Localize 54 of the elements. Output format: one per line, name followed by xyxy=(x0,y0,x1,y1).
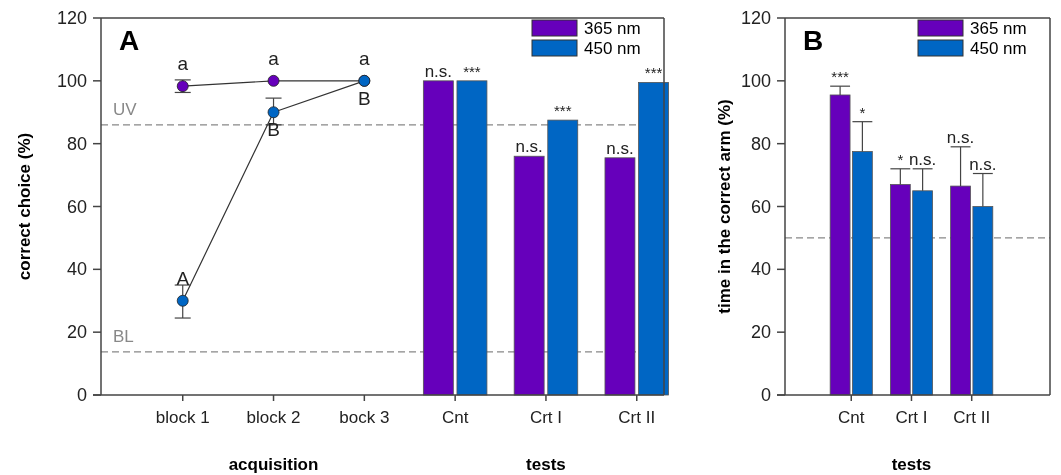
chart-title: A xyxy=(119,25,140,56)
data-label: *** xyxy=(644,64,663,82)
data-label: A xyxy=(176,267,190,289)
data-label: *** xyxy=(831,68,850,86)
legend-label: 450 nm xyxy=(970,39,1027,58)
data-label: n.s. xyxy=(969,154,997,174)
text: tests xyxy=(526,455,566,474)
data-label: n.s. xyxy=(606,138,634,158)
y-tick-label: 0 xyxy=(760,385,771,405)
chart-title: B xyxy=(803,25,824,56)
legend-label: 365 nm xyxy=(970,19,1027,38)
x-axis-title: acquisition xyxy=(228,455,319,474)
y-tick-label: 40 xyxy=(750,259,771,280)
y-axis-title: correct choice (%) xyxy=(15,132,34,281)
y-tick-label: 20 xyxy=(750,322,771,343)
y-tick-label: 60 xyxy=(66,196,87,217)
x-tick-label: Crt I xyxy=(529,408,563,427)
y-tick-label: 20 xyxy=(66,322,87,343)
x-tick-label: Cnt xyxy=(838,408,865,427)
y-tick-label: 100 xyxy=(740,70,771,91)
x-tick-label: bock 3 xyxy=(339,408,390,427)
data-label: a xyxy=(177,53,189,75)
legend-label: 365 nm xyxy=(584,19,641,38)
x-tick-label: Crt I xyxy=(895,408,928,427)
y-tick-label: 80 xyxy=(66,133,87,154)
data-label: a xyxy=(359,47,371,69)
data-label: n.s. xyxy=(946,127,975,147)
x-tick-label: Cnt xyxy=(441,408,469,427)
data-label: B xyxy=(267,119,280,141)
x-tick-label: Crt II xyxy=(618,408,656,427)
x-tick-label: Crt II xyxy=(953,408,991,427)
ref-line-label: UV xyxy=(113,99,138,119)
y-axis-title: time in the correct arm (%) xyxy=(715,99,734,314)
y-tick-label: 80 xyxy=(750,133,771,154)
data-label: n.s. xyxy=(424,61,453,81)
y-tick-label: 60 xyxy=(750,196,771,217)
data-label: *** xyxy=(553,102,572,120)
data-label: *** xyxy=(463,62,481,80)
y-tick-label: 0 xyxy=(76,385,87,405)
ref-line-label: BL xyxy=(113,326,134,346)
y-tick-label: 120 xyxy=(56,8,87,28)
data-label: a xyxy=(268,47,280,69)
y-tick-label: 100 xyxy=(56,70,87,91)
x-tick-label: block 1 xyxy=(155,408,210,427)
data-label: n.s. xyxy=(908,149,937,169)
y-tick-label: 120 xyxy=(740,8,771,28)
data-label: B xyxy=(357,87,371,109)
y-tick-label: 40 xyxy=(66,259,87,280)
data-label: * xyxy=(897,150,904,168)
x-tick-label: block 2 xyxy=(246,408,301,427)
legend-label: 450 nm xyxy=(584,39,641,58)
data-label: * xyxy=(859,103,866,121)
x-axis-title: tests xyxy=(891,455,932,474)
data-label: n.s. xyxy=(515,137,543,157)
